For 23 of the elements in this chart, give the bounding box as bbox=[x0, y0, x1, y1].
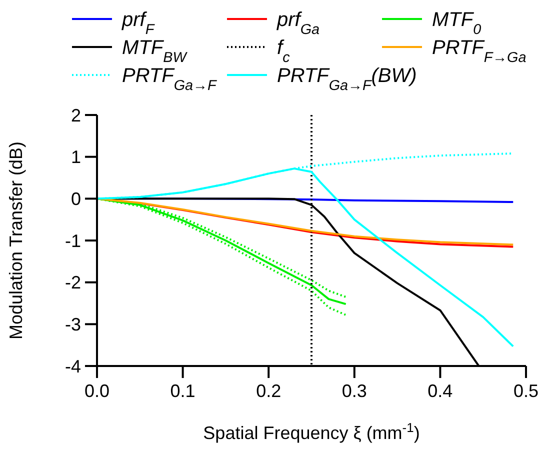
x-axis-title: Spatial Frequency ξ (mm$^{-1}$) bbox=[203, 420, 420, 443]
legend-label: f$_{c}$ bbox=[277, 37, 291, 66]
x-tick-label: 0.2 bbox=[256, 381, 282, 401]
y-tick-label: 1 bbox=[70, 147, 81, 168]
y-tick-label: -3 bbox=[64, 314, 81, 334]
legend-label: MTF$_{0}$ bbox=[432, 9, 482, 38]
y-tick-label: 0 bbox=[70, 188, 81, 209]
y-tick-label: -1 bbox=[64, 230, 81, 251]
legend-label: PRTF$_{Ga→F}$ bbox=[122, 65, 218, 94]
y-tick-label: -4 bbox=[64, 356, 81, 376]
legend-label: prf$_{F}$ bbox=[121, 9, 156, 38]
x-tick-label: 0.3 bbox=[342, 381, 367, 401]
x-tick-label: 0.0 bbox=[84, 381, 110, 401]
x-tick-label: 0.5 bbox=[513, 381, 539, 401]
x-tick-label: 0.4 bbox=[428, 381, 453, 401]
legend-label: PRTF$_{F→Ga}$ bbox=[432, 37, 526, 66]
legend-label: prf$_{Ga}$ bbox=[276, 9, 320, 38]
legend-label: PRTF$_{Ga→F}$(BW) bbox=[277, 65, 417, 94]
y-tick-label: -2 bbox=[64, 272, 81, 293]
y-axis-title: Modulation Transfer (dB) bbox=[6, 141, 26, 340]
legend-label: MTF$_{BW}$ bbox=[122, 37, 188, 66]
x-tick-label: 0.1 bbox=[170, 381, 196, 401]
y-tick-label: 2 bbox=[70, 105, 81, 126]
